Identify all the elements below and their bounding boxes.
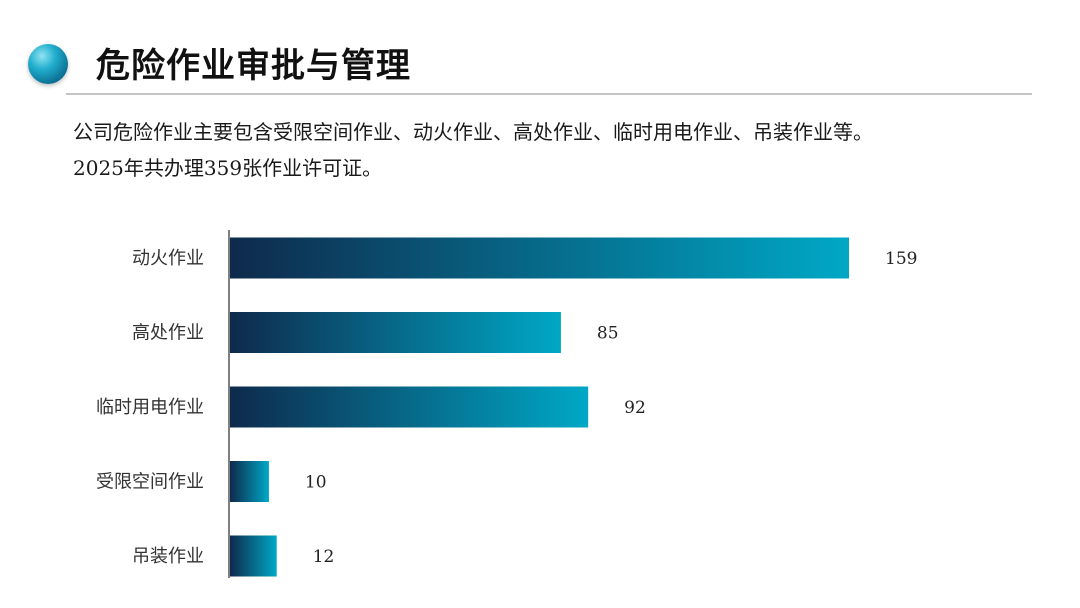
bar-0 <box>230 237 849 279</box>
page-title: 危险作业审批与管理 <box>96 46 411 86</box>
bar-3 <box>230 461 269 502</box>
description: 公司危险作业主要包含受限空间作业、动火作业、高处作业、临时用电作业、吊装作业等。… <box>73 114 1023 186</box>
category-label-2: 临时用电作业 <box>96 397 204 418</box>
bar-2 <box>230 386 589 428</box>
category-label-1: 高处作业 <box>132 323 204 344</box>
title-bullet-icon <box>28 44 68 84</box>
description-line-2: 2025年共办理359张作业许可证。 <box>73 156 383 180</box>
value-label-2: 92 <box>624 398 646 418</box>
value-label-3: 10 <box>305 473 327 493</box>
value-label-4: 12 <box>313 547 335 567</box>
category-label-3: 受限空间作业 <box>96 472 204 493</box>
category-label-0: 动火作业 <box>132 248 204 269</box>
bar-4 <box>230 535 277 577</box>
title-divider <box>66 93 1032 95</box>
description-line-1: 公司危险作业主要包含受限空间作业、动火作业、高处作业、临时用电作业、吊装作业等。 <box>73 120 873 144</box>
category-label-4: 吊装作业 <box>132 546 204 567</box>
bar-1 <box>230 312 561 353</box>
value-label-0: 159 <box>885 249 917 269</box>
value-label-1: 85 <box>597 324 619 344</box>
